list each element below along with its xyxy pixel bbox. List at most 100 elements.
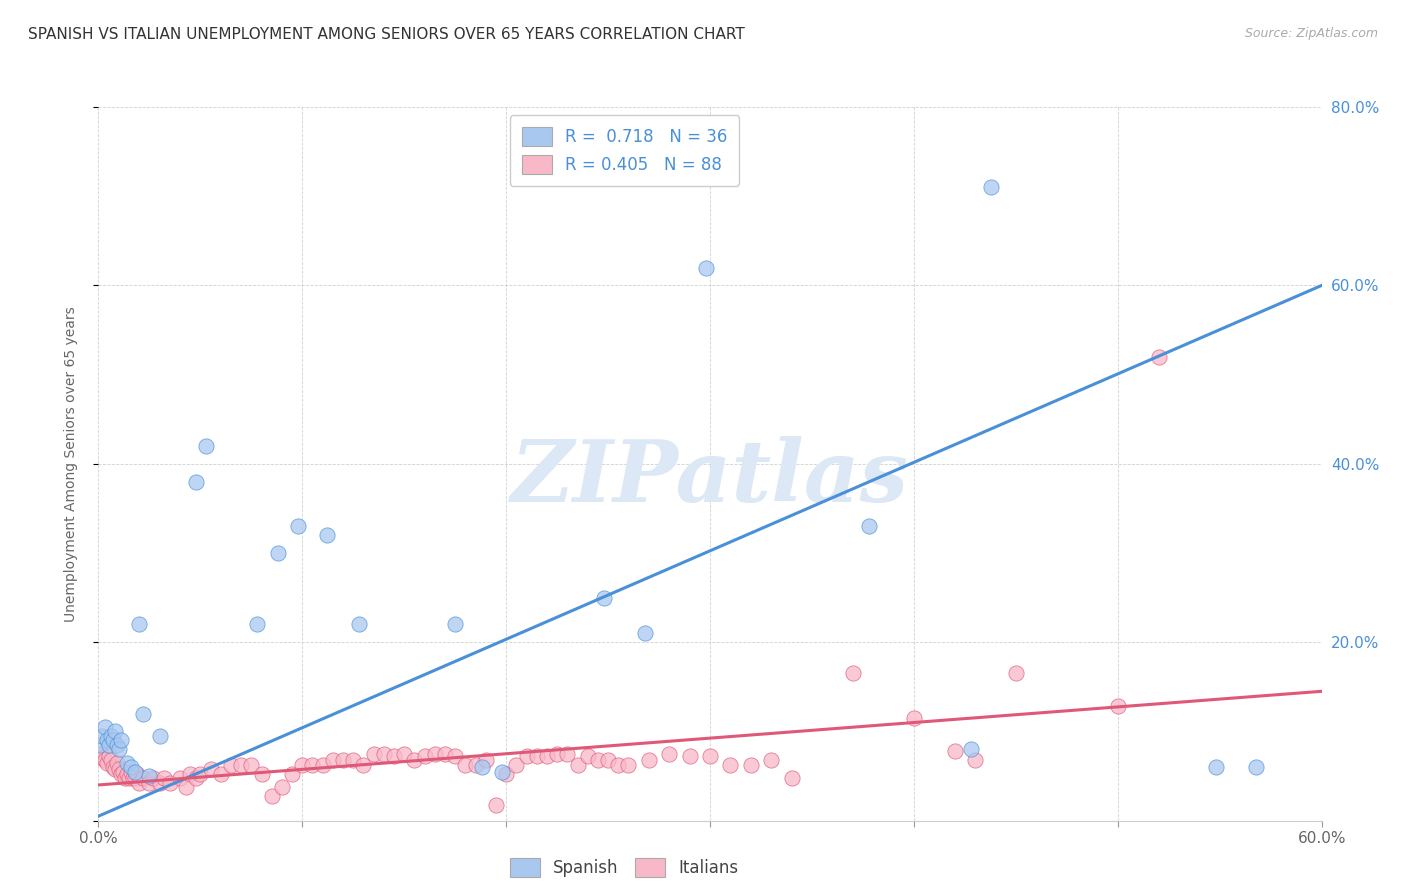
Point — [231, 758, 253, 772]
Point — [720, 758, 742, 772]
Point — [188, 767, 212, 781]
Point — [695, 260, 717, 275]
Point — [200, 762, 222, 776]
Point — [464, 758, 486, 772]
Point — [179, 767, 201, 781]
Point — [485, 797, 508, 812]
Point — [1205, 760, 1227, 774]
Point — [174, 780, 197, 794]
Point — [186, 475, 208, 489]
Point — [392, 747, 416, 761]
Point — [186, 771, 208, 785]
Point — [138, 776, 160, 790]
Text: SPANISH VS ITALIAN UNEMPLOYMENT AMONG SENIORS OVER 65 YEARS CORRELATION CHART: SPANISH VS ITALIAN UNEMPLOYMENT AMONG SE… — [28, 27, 745, 42]
Point — [576, 749, 599, 764]
Text: Source: ZipAtlas.com: Source: ZipAtlas.com — [1244, 27, 1378, 40]
Point — [841, 666, 863, 681]
Point — [761, 753, 783, 767]
Point — [444, 617, 467, 632]
Point — [260, 789, 283, 803]
Point — [97, 738, 120, 752]
Y-axis label: Unemployment Among Seniors over 65 years: Unemployment Among Seniors over 65 years — [63, 306, 77, 622]
Point — [100, 729, 122, 743]
Point — [516, 749, 538, 764]
Point — [557, 747, 579, 761]
Point — [149, 776, 172, 790]
Point — [111, 764, 134, 779]
Text: ZIPatlas: ZIPatlas — [510, 436, 910, 520]
Point — [617, 758, 640, 772]
Point — [505, 758, 527, 772]
Point — [219, 758, 242, 772]
Point — [1246, 760, 1268, 774]
Point — [101, 733, 124, 747]
Point — [444, 749, 467, 764]
Point — [105, 756, 128, 770]
Point — [598, 753, 620, 767]
Point — [115, 767, 138, 781]
Point — [110, 733, 132, 747]
Point — [127, 767, 149, 781]
Point — [93, 720, 115, 734]
Point — [980, 180, 1002, 194]
Point — [159, 776, 181, 790]
Point — [404, 753, 426, 767]
Point — [301, 758, 323, 772]
Point — [89, 747, 111, 761]
Point — [1147, 350, 1170, 364]
Point — [315, 528, 337, 542]
Point — [120, 764, 142, 779]
Point — [246, 617, 269, 632]
Point — [89, 738, 111, 752]
Point — [96, 756, 118, 770]
Point — [434, 747, 457, 761]
Point — [471, 760, 494, 774]
Point — [373, 747, 395, 761]
Point — [638, 753, 661, 767]
Point — [270, 780, 294, 794]
Point — [240, 758, 263, 772]
Point — [104, 762, 127, 776]
Point — [495, 767, 517, 781]
Point — [474, 753, 498, 767]
Point — [115, 756, 138, 770]
Point — [679, 749, 702, 764]
Point — [281, 767, 304, 781]
Point — [607, 758, 630, 772]
Point — [567, 758, 589, 772]
Point — [332, 753, 354, 767]
Point — [423, 747, 446, 761]
Point — [658, 747, 681, 761]
Point — [780, 771, 803, 785]
Point — [91, 751, 114, 765]
Point — [101, 760, 124, 774]
Legend: Spanish, Italians: Spanish, Italians — [503, 851, 745, 884]
Point — [291, 758, 314, 772]
Point — [128, 776, 150, 790]
Point — [100, 753, 122, 767]
Point — [97, 749, 120, 764]
Point — [96, 733, 118, 747]
Point — [740, 758, 762, 772]
Point — [128, 617, 150, 632]
Point — [104, 724, 127, 739]
Point — [195, 439, 218, 453]
Point — [152, 771, 174, 785]
Point — [593, 591, 616, 605]
Point — [132, 706, 155, 721]
Point — [120, 760, 142, 774]
Point — [287, 519, 309, 533]
Point — [209, 767, 232, 781]
Point — [169, 771, 191, 785]
Point — [108, 762, 131, 776]
Point — [546, 747, 568, 761]
Point — [142, 771, 165, 785]
Point — [122, 771, 145, 785]
Point — [138, 769, 160, 783]
Point — [634, 626, 657, 640]
Point — [124, 771, 146, 785]
Point — [352, 758, 374, 772]
Point — [943, 744, 966, 758]
Point — [110, 767, 132, 781]
Point — [114, 771, 136, 785]
